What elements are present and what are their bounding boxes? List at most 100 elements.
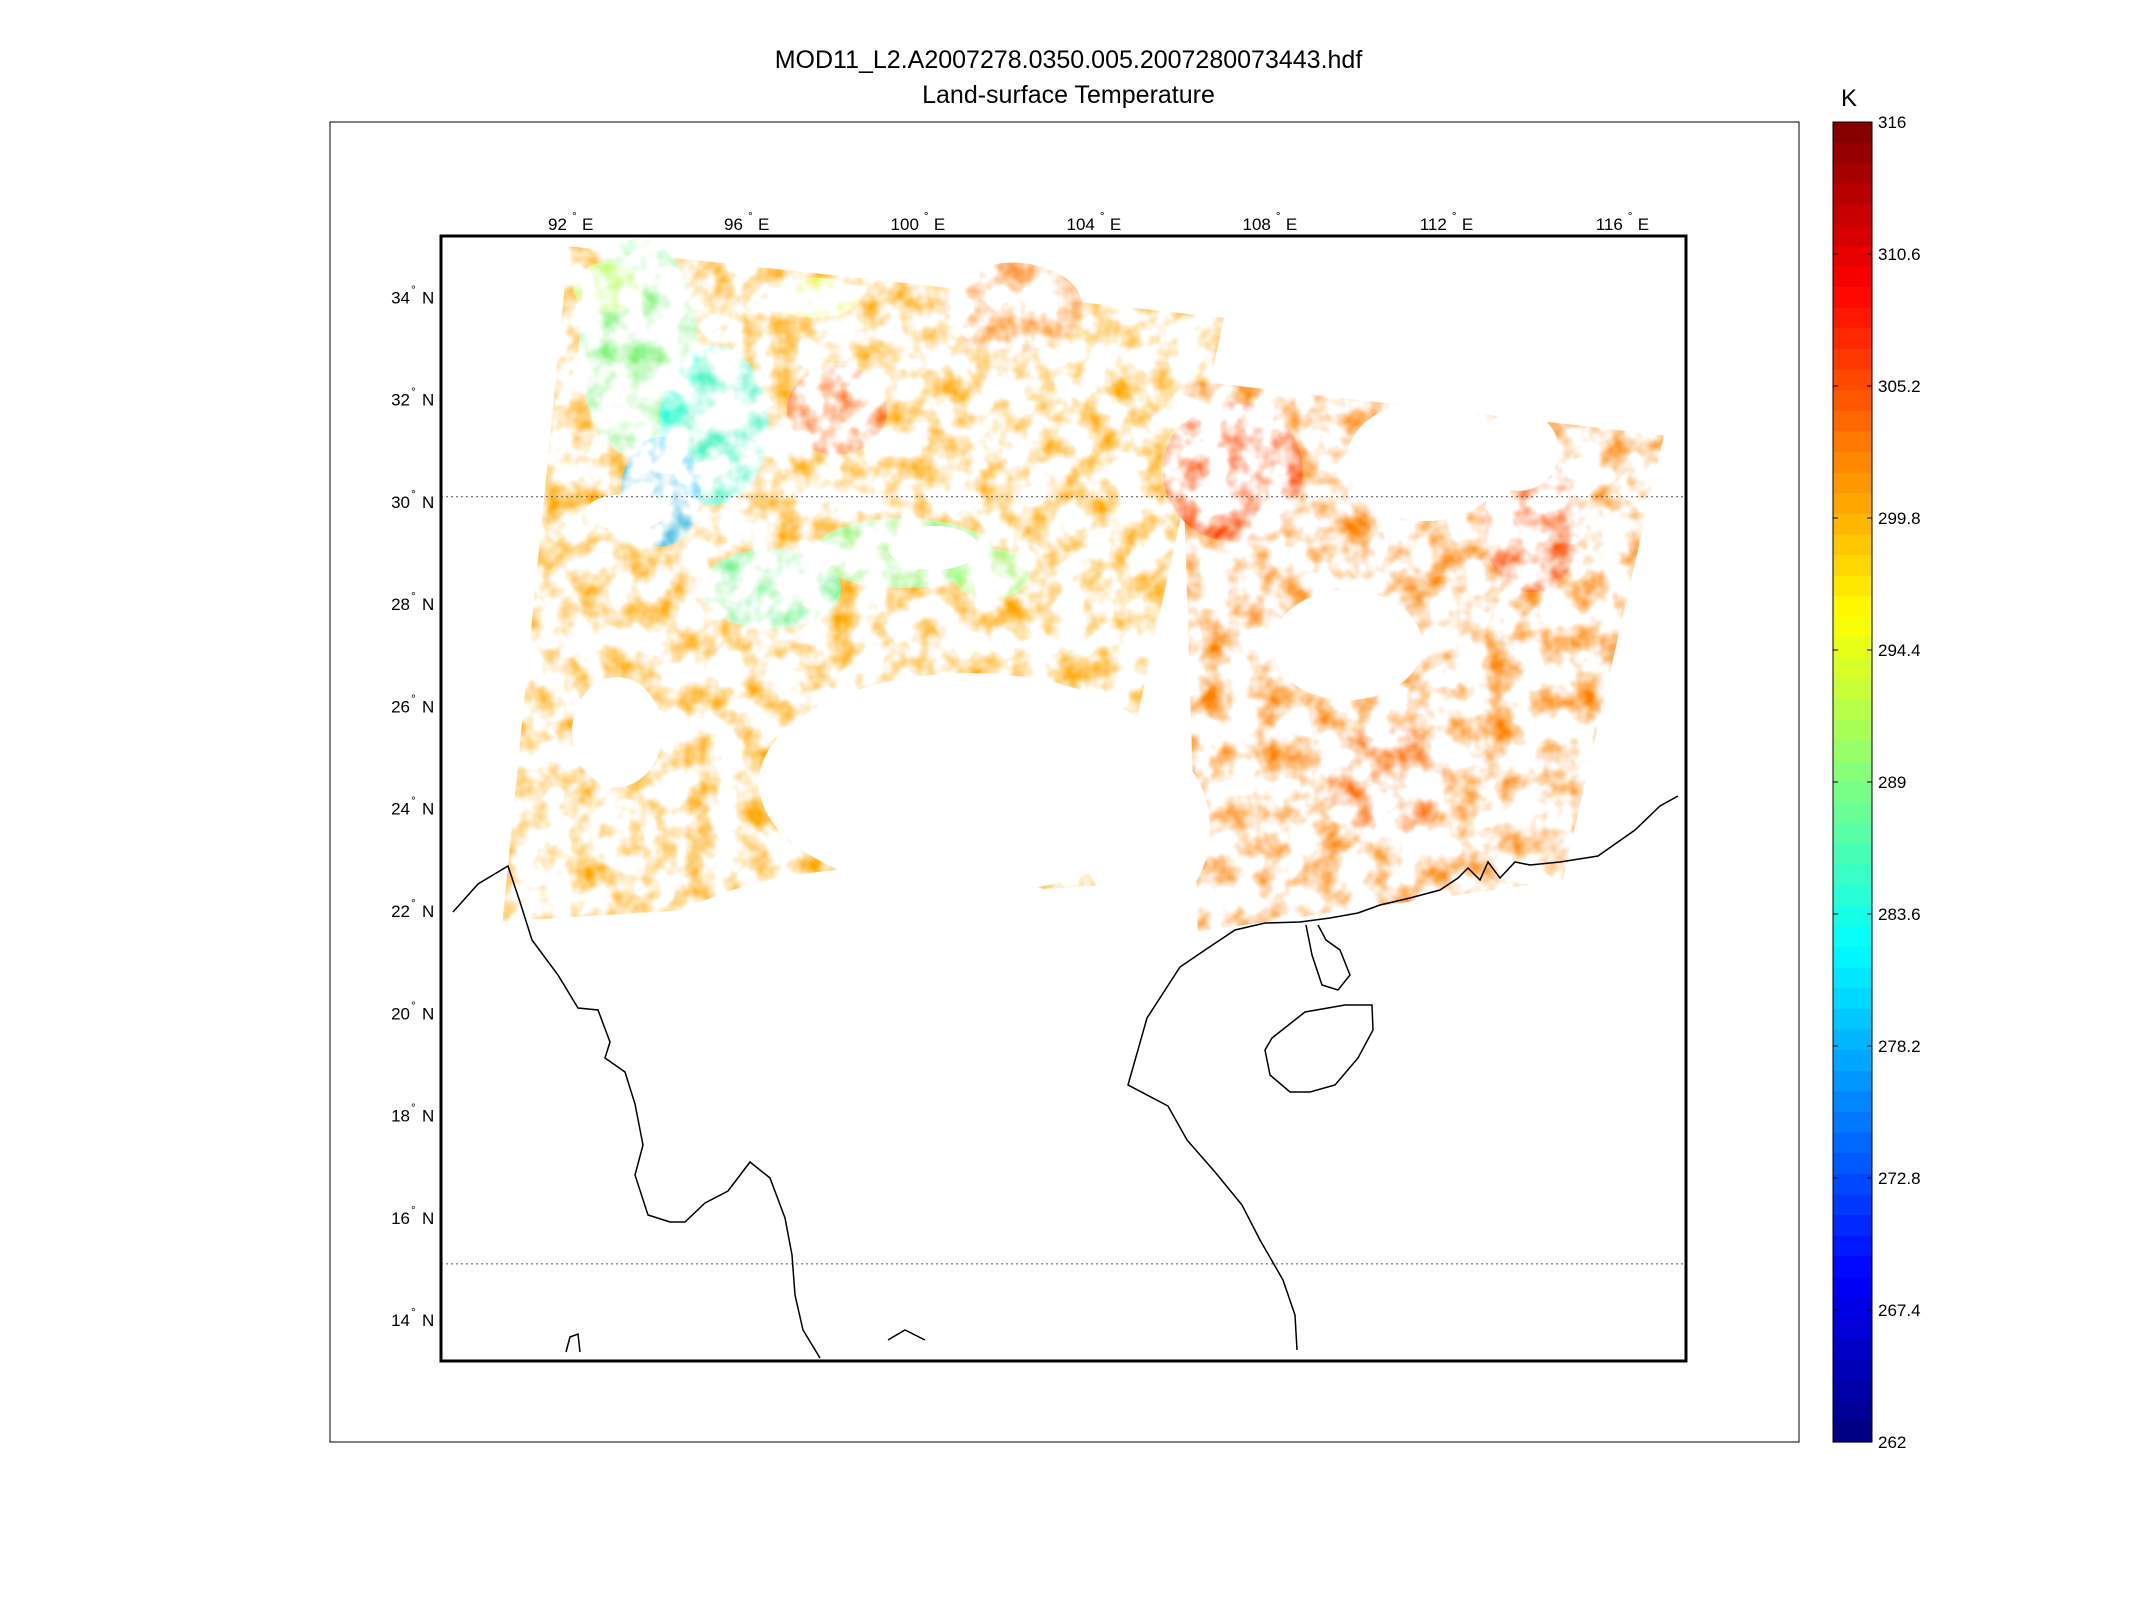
colorbar-strip [1833,266,1872,288]
colorbar-tick-label: 272.8 [1878,1169,1921,1188]
temperature-patch [1162,401,1303,542]
lat-tick-suffix: N [422,493,434,512]
colorbar-strip [1833,967,1872,989]
colorbar-strip [1833,410,1872,432]
lon-tick-degree: ° [1100,209,1105,223]
colorbar-strip [1833,905,1872,927]
no-data-gap [1272,590,1423,701]
lat-tick-degree: ° [411,1101,416,1115]
colorbar-strip [1833,287,1872,309]
lat-tick-label: 22 [391,902,410,921]
colorbar-strip [1833,493,1872,515]
lat-tick-suffix: N [422,288,434,307]
colorbar-tick-label: 316 [1878,113,1906,132]
lon-tick-label: 96 [724,215,743,234]
colorbar-strip [1833,864,1872,886]
lon-tick-label: 112 [1420,215,1447,234]
lat-tick-suffix: N [422,391,434,410]
temperature-patch [573,262,644,313]
lat-tick-label: 34 [391,288,410,307]
colorbar: K 316 310.6 305.2 299.8 294.4 289 283.6 278.2 27… [1832,85,1921,1452]
lat-tick-degree: ° [411,896,416,910]
colorbar-strip [1833,1091,1872,1113]
colorbar-strip [1833,699,1872,721]
no-data-gap [1478,410,1559,491]
colorbar-strip [1833,513,1872,536]
lat-tick-label: 28 [391,595,410,614]
colorbar-gradient [1833,122,1872,1443]
colorbar-strip [1833,142,1872,164]
no-data-gap [585,494,666,531]
colorbar-strip [1833,534,1872,556]
colorbar-strip [1833,637,1872,659]
lat-tick-label: 26 [391,697,410,716]
colorbar-strip [1833,947,1872,969]
lon-tick-degree: ° [1628,209,1633,223]
chart-title: MOD11_L2.A2007278.0350.005.2007280073443… [774,46,1363,74]
temperature-patch [700,548,841,629]
colorbar-strip [1833,1359,1872,1381]
colorbar-tick-label: 283.6 [1878,905,1921,924]
colorbar-strip [1833,926,1872,948]
lat-tick-degree: ° [411,998,416,1012]
colorbar-strip [1833,1070,1872,1092]
lat-tick-suffix: N [422,1311,434,1330]
colorbar-strip [1833,1297,1872,1319]
colorbar-tick-label: 262 [1878,1433,1906,1452]
coastline-islet-west [565,1332,581,1353]
lat-tick-degree: ° [411,1203,416,1217]
lat-tick-degree: ° [411,487,416,501]
lon-tick-label: 104 [1067,215,1095,234]
no-data-gap [1079,744,1210,915]
temperature-patch [786,364,887,455]
lon-tick-suffix: E [934,215,945,234]
lon-tick-degree: ° [1452,209,1457,223]
colorbar-strip [1833,369,1872,391]
colorbar-strip [1833,1277,1872,1299]
colorbar-strip [1833,1318,1872,1340]
colorbar-strip [1833,348,1872,371]
lat-tick-label: 32 [391,391,410,410]
lon-tick-suffix: E [1638,215,1649,234]
lat-tick-degree: ° [411,589,416,603]
lat-tick-label: 24 [391,800,410,819]
colorbar-strip [1833,885,1872,907]
colorbar-strip [1833,678,1872,701]
lat-tick-degree: ° [411,794,416,808]
colorbar-strip [1833,1400,1872,1422]
no-data-gap [571,677,662,788]
colorbar-ticks: 316 310.6 305.2 299.8 294.4 289 283.6 278.2 272.… [1833,113,1921,1452]
colorbar-strip [1833,596,1872,618]
colorbar-strip [1833,740,1872,762]
lon-tick-label: 92 [548,215,567,234]
lon-tick-suffix: E [582,215,593,234]
colorbar-strip [1833,782,1872,804]
temperature-patch [950,548,1031,599]
lat-tick-label: 20 [391,1004,410,1023]
coastline-leizhou [1305,924,1351,991]
lat-tick-label: 16 [391,1209,410,1228]
lon-tick-degree: ° [924,209,929,223]
lon-tick-degree: ° [572,209,577,223]
swath-layer [502,238,1664,1108]
lon-tick-suffix: E [1286,215,1297,234]
colorbar-tick-label: 299.8 [1878,509,1921,528]
lon-tick-label: 116 [1596,215,1623,234]
colorbar-strip [1833,245,1872,267]
lon-tick-suffix: E [1462,215,1473,234]
colorbar-strip [1833,328,1872,350]
colorbar-tick-label: 310.6 [1878,245,1921,264]
lat-tick-suffix: N [422,1107,434,1126]
colorbar-strip [1833,225,1872,247]
lat-tick-suffix: N [422,1209,434,1228]
lat-tick-label: 18 [391,1107,410,1126]
outer-axes-frame [329,121,1800,1443]
lon-tick-degree: ° [1276,209,1281,223]
colorbar-strip [1833,1050,1872,1072]
longitude-tick-labels: 92 ° E 96 ° E 100 ° E 104 ° E 108 ° E 112 ° E 116 ° E [548,209,1649,234]
temperature-patch [620,436,701,547]
no-data-gap [1346,401,1507,521]
colorbar-strip [1833,472,1872,494]
coastline-hainan [1264,1004,1374,1093]
